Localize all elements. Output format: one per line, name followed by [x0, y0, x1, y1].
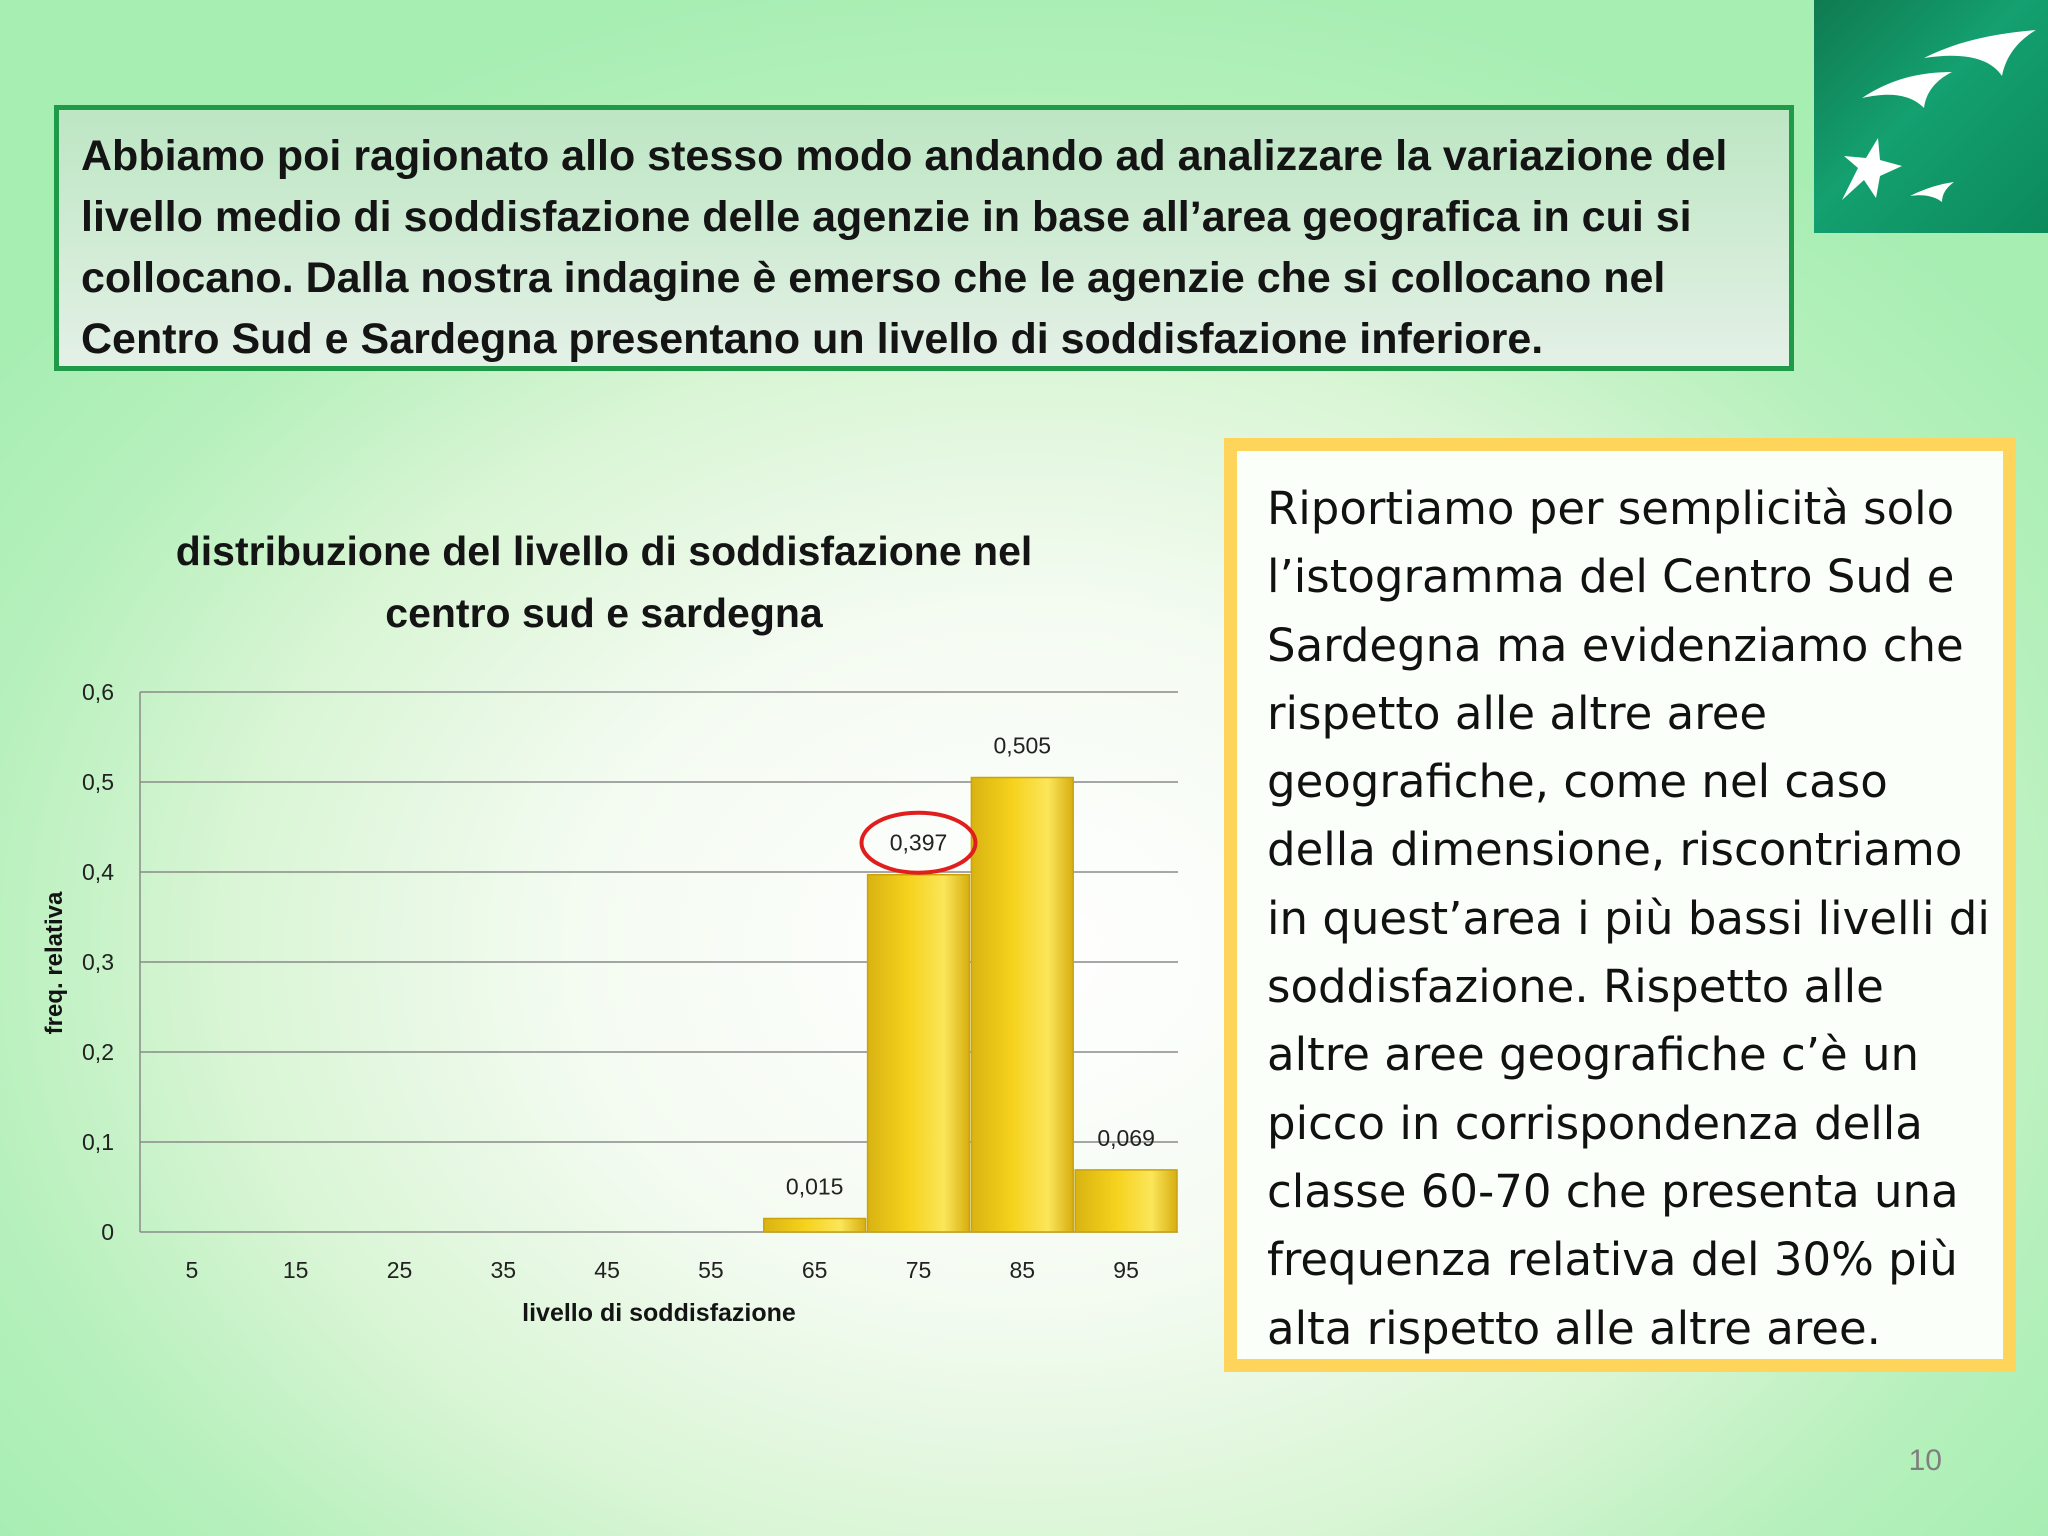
- x-axis-ticks: 5 15 25 35 45 55 65 75 85 95: [186, 1257, 1139, 1283]
- data-labels: 0,015 0,397 0,505 0,069: [786, 733, 1155, 1200]
- page-number: 10: [1908, 1444, 1942, 1477]
- bar: [763, 1217, 867, 1233]
- y-tick-label: 0,5: [82, 769, 114, 795]
- highlight-circle: [859, 810, 978, 875]
- x-tick-label: 55: [698, 1257, 724, 1283]
- chart-title-line-1: distribuzione del livello di soddisfazio…: [176, 528, 1033, 574]
- data-label: 0,397: [890, 830, 948, 856]
- x-tick-label: 15: [283, 1257, 309, 1283]
- bank-logo: [1814, 0, 2048, 233]
- note-text: Riportiamo per semplicità solo l’istogra…: [1267, 482, 1990, 1355]
- bar: [1074, 1169, 1178, 1233]
- bars: [763, 776, 1178, 1233]
- y-tick-label: 0,3: [82, 949, 114, 975]
- bar: [866, 873, 971, 1233]
- intro-text-box: Abbiamo poi ragionato allo stesso modo a…: [54, 105, 1794, 371]
- gridlines: [139, 691, 1178, 1233]
- stars-birds-icon: [1842, 30, 2036, 202]
- x-tick-label: 85: [1010, 1257, 1036, 1283]
- y-axis-ticks: 0 0,1 0,2 0,3 0,4 0,5 0,6: [82, 679, 114, 1245]
- x-tick-label: 95: [1113, 1257, 1139, 1283]
- intro-text: Abbiamo poi ragionato allo stesso modo a…: [81, 132, 1728, 363]
- y-tick-label: 0,6: [82, 679, 114, 705]
- histogram-svg: distribuzione del livello di soddisfazio…: [41, 528, 1178, 1327]
- x-tick-label: 25: [387, 1257, 413, 1283]
- x-tick-label: 5: [186, 1257, 199, 1283]
- y-tick-label: 0,1: [82, 1129, 114, 1155]
- x-tick-label: 35: [491, 1257, 517, 1283]
- data-label: 0,015: [786, 1174, 844, 1200]
- chart-title: distribuzione del livello di soddisfazio…: [176, 528, 1033, 636]
- chart-title-line-2: centro sud e sardegna: [385, 590, 824, 636]
- y-tick-label: 0,4: [82, 859, 114, 885]
- x-tick-label: 75: [906, 1257, 932, 1283]
- data-label: 0,069: [1097, 1125, 1155, 1151]
- y-tick-label: 0: [101, 1219, 114, 1245]
- x-tick-label: 45: [594, 1257, 620, 1283]
- data-label: 0,505: [994, 733, 1052, 759]
- bar: [970, 776, 1074, 1233]
- note-text-box: Riportiamo per semplicità solo l’istogra…: [1224, 438, 2016, 1372]
- x-tick-label: 65: [802, 1257, 828, 1283]
- y-tick-label: 0,2: [82, 1039, 114, 1065]
- y-axis-label: freq. relativa: [41, 891, 68, 1034]
- histogram-chart: distribuzione del livello di soddisfazio…: [0, 520, 1200, 1340]
- x-axis-label: livello di soddisfazione: [522, 1299, 796, 1327]
